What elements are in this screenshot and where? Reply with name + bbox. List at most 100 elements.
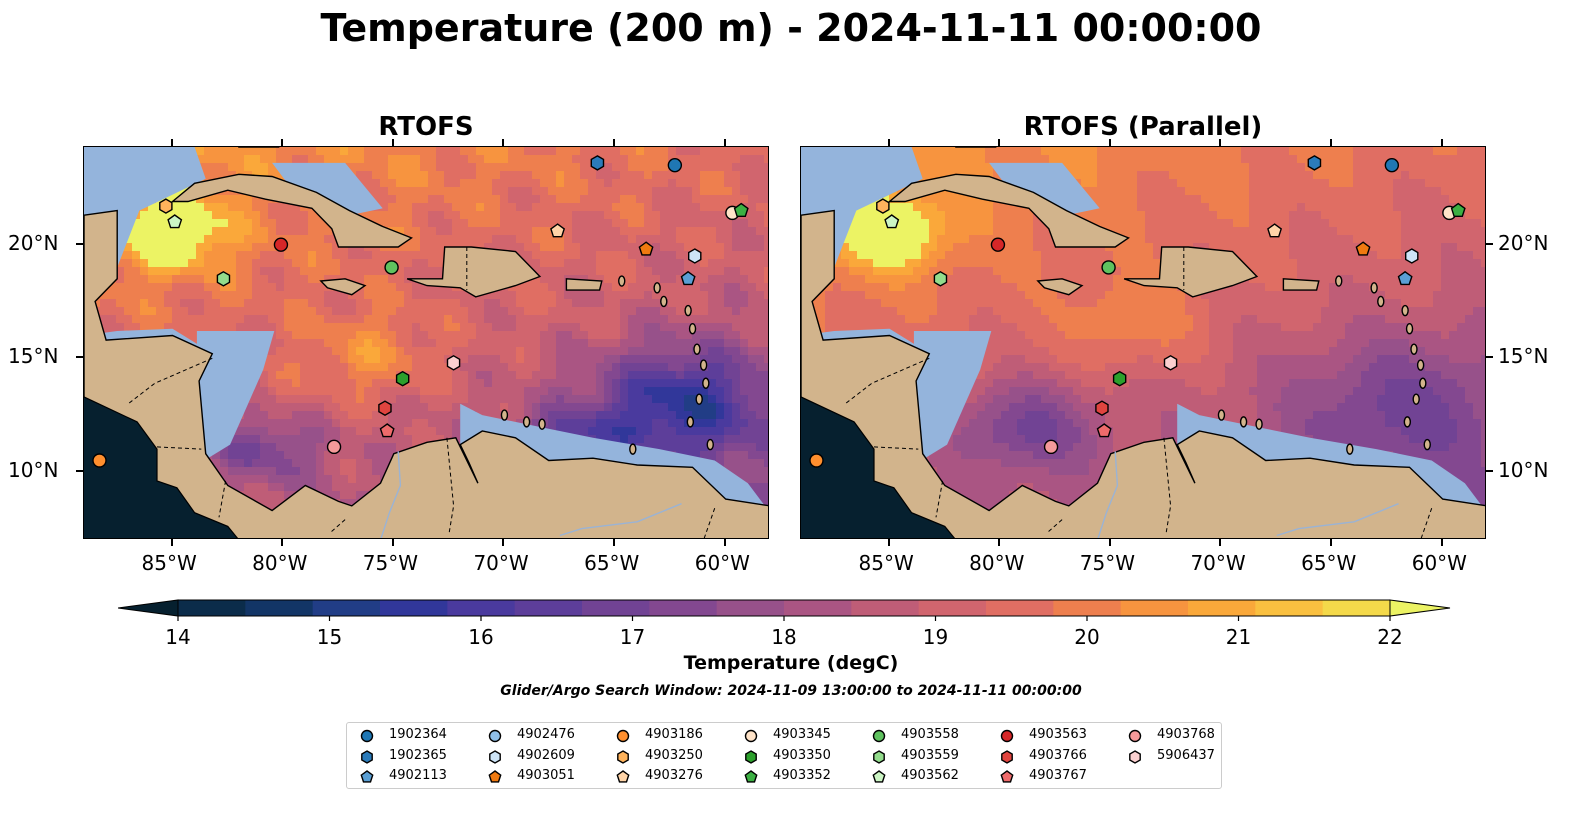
legend-label: 4903352 bbox=[773, 768, 831, 783]
lon-tick-mark bbox=[281, 539, 284, 546]
float-5906437 bbox=[446, 354, 461, 371]
search-window-text: Glider/Argo Search Window: 2024-11-09 13… bbox=[500, 683, 1082, 699]
rtofs-map-svg bbox=[84, 147, 768, 538]
float-4903186 bbox=[92, 453, 107, 468]
lat-tick-mark bbox=[76, 356, 83, 359]
lon-tick-label: 85°W bbox=[858, 551, 914, 575]
legend-marker-circle bbox=[360, 729, 374, 743]
lat-tick-label: 10°N bbox=[1498, 457, 1549, 482]
float-1902364 bbox=[667, 157, 683, 173]
legend-marker-hexagon bbox=[617, 749, 629, 764]
river bbox=[380, 451, 402, 538]
colorbar-tick-label: 17 bbox=[620, 625, 645, 648]
colorbar-segment bbox=[1255, 600, 1324, 616]
legend-label: 4903186 bbox=[645, 727, 703, 742]
float-4903562 bbox=[884, 214, 900, 229]
river bbox=[1276, 503, 1399, 537]
legend-label: 4902609 bbox=[517, 747, 575, 763]
float-4903766 bbox=[1095, 400, 1109, 417]
legend-label: 4902476 bbox=[517, 727, 575, 742]
legend-marker-hexagon bbox=[1001, 749, 1013, 764]
lat-tick-mark bbox=[1486, 469, 1493, 472]
legend-marker-pentagon bbox=[744, 770, 758, 783]
legend-marker bbox=[488, 729, 502, 743]
legend-marker-pentagon bbox=[872, 770, 886, 783]
legend-marker bbox=[1001, 749, 1013, 764]
legend-marker bbox=[745, 749, 757, 764]
lon-tick-mark bbox=[1330, 139, 1333, 146]
lon-tick-mark bbox=[1440, 139, 1443, 146]
lon-tick-mark bbox=[613, 139, 616, 146]
legend-marker-circle bbox=[744, 729, 758, 743]
colorbar-segment bbox=[312, 600, 381, 616]
float-1902365 bbox=[590, 155, 605, 171]
land-jamaica bbox=[319, 278, 367, 296]
colorbar-segment bbox=[582, 600, 650, 616]
rtofs-map[interactable] bbox=[83, 146, 769, 539]
legend-label: 4903250 bbox=[645, 747, 703, 763]
colorbar-graphic: 14 15 16 17 18 19 20 21 22 bbox=[117, 599, 1451, 649]
float-legend: 1902364 1902365 4902113 4902476 4902609 49030… bbox=[346, 722, 1222, 789]
lat-tick-mark bbox=[1486, 242, 1493, 245]
land-puertoRico bbox=[1282, 278, 1320, 291]
lon-tick-mark bbox=[613, 539, 616, 546]
float-1902365 bbox=[1307, 155, 1322, 171]
lat-tick-label: 20°N bbox=[8, 230, 59, 255]
land-hispaniola bbox=[406, 246, 542, 298]
colorbar-tick-label: 16 bbox=[468, 625, 493, 648]
lon-tick-mark bbox=[1108, 139, 1111, 146]
legend-marker-pentagon bbox=[1000, 770, 1014, 783]
colorbar-segment bbox=[1188, 600, 1256, 616]
legend-marker bbox=[360, 729, 374, 743]
river bbox=[559, 503, 682, 537]
legend-marker bbox=[616, 729, 630, 743]
legend-label: 5906437 bbox=[1157, 747, 1215, 763]
colorbar-segment bbox=[1053, 600, 1122, 616]
float-4902609 bbox=[688, 248, 702, 264]
lon-tick-label: 75°W bbox=[362, 551, 419, 575]
lon-tick-mark bbox=[502, 139, 505, 146]
float-4902609 bbox=[1405, 248, 1419, 264]
figure-title: Temperature (200 m) - 2024-11-11 00:00:0… bbox=[320, 6, 1262, 50]
legend-marker bbox=[489, 749, 501, 764]
float-4903563 bbox=[990, 237, 1006, 252]
lon-tick-mark bbox=[170, 139, 173, 146]
rtofs-parallel-map[interactable] bbox=[800, 146, 1486, 539]
float-4903558 bbox=[1101, 260, 1116, 275]
colorbar-tick-label: 14 bbox=[165, 625, 190, 648]
colorbar-tick-label: 18 bbox=[771, 625, 796, 648]
lesser-antilles bbox=[1217, 275, 1431, 455]
legend-label: 1902365 bbox=[389, 747, 447, 763]
lat-tick-mark bbox=[1486, 356, 1493, 359]
legend-label: 4902113 bbox=[389, 768, 447, 783]
float-4903767 bbox=[1096, 423, 1112, 438]
legend-label: 4903051 bbox=[517, 768, 575, 783]
legend-marker-pentagon bbox=[616, 770, 630, 783]
colorbar-segment bbox=[716, 600, 785, 616]
colorbar-tick-label: 21 bbox=[1226, 625, 1251, 648]
lat-tick-mark bbox=[76, 242, 83, 245]
legend-marker bbox=[872, 770, 886, 783]
float-1902364 bbox=[1384, 157, 1400, 173]
lon-tick-mark bbox=[998, 539, 1001, 546]
river bbox=[1097, 451, 1119, 538]
float-4903768 bbox=[1043, 439, 1059, 455]
colorbar-segment bbox=[447, 600, 516, 616]
legend-marker bbox=[488, 770, 502, 783]
legend-marker bbox=[873, 749, 885, 764]
float-4903562 bbox=[167, 214, 183, 229]
legend-marker-circle bbox=[488, 729, 502, 743]
land-puertoRico bbox=[565, 278, 603, 291]
lon-tick-label: 80°W bbox=[252, 551, 308, 575]
legend-label: 4903350 bbox=[773, 747, 831, 763]
legend-label: 4903563 bbox=[1029, 727, 1087, 742]
lon-tick-label: 70°W bbox=[1190, 551, 1246, 575]
legend-marker-hexagon bbox=[489, 749, 501, 764]
legend-marker-hexagon bbox=[745, 749, 757, 764]
lon-tick-label: 85°W bbox=[141, 551, 197, 575]
lon-tick-mark bbox=[281, 139, 284, 146]
float-markers bbox=[92, 155, 749, 468]
lat-tick-label: 15°N bbox=[8, 344, 59, 369]
colorbar-segment bbox=[649, 600, 718, 616]
float-4903051 bbox=[638, 241, 654, 256]
